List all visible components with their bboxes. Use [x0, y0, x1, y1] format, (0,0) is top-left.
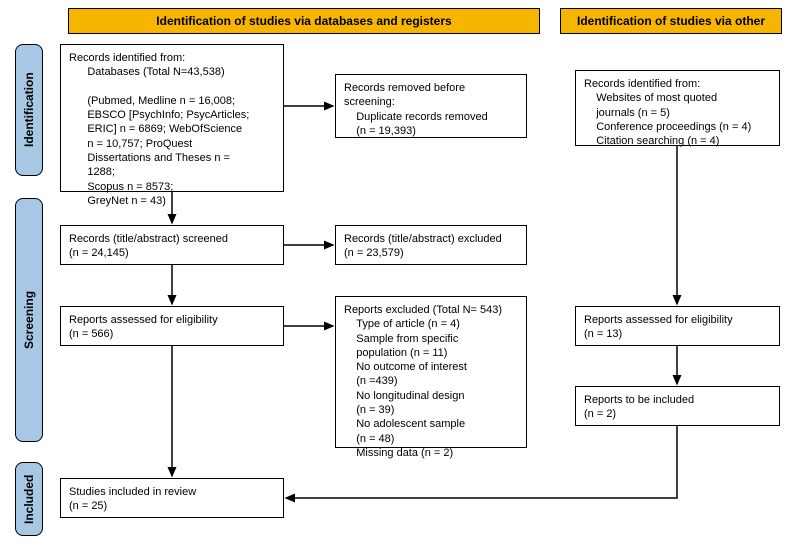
box-records-identified-other: Records identified from: Websites of mos… — [575, 70, 780, 146]
side-label-included: Included — [15, 462, 43, 536]
box-records-removed: Records removed before screening: Duplic… — [335, 74, 527, 138]
box-reports-excluded: Reports excluded (Total N= 543) Type of … — [335, 296, 527, 448]
side-label-screening: Screening — [15, 198, 43, 442]
side-label-screening-text: Screening — [22, 291, 36, 349]
box-reports-included-other: Reports to be included (n = 2) — [575, 386, 780, 426]
side-label-identification-text: Identification — [22, 73, 36, 148]
box-reports-assessed-db: Reports assessed for eligibility (n = 56… — [60, 306, 284, 346]
box-studies-included: Studies included in review (n = 25) — [60, 478, 284, 518]
header-other-text: Identification of studies via other — [577, 14, 765, 28]
box-records-excluded: Records (title/abstract) excluded (n = 2… — [335, 225, 527, 265]
header-databases: Identification of studies via databases … — [68, 8, 540, 34]
box-records-screened: Records (title/abstract) screened (n = 2… — [60, 225, 284, 265]
side-label-identification: Identification — [15, 44, 43, 176]
box-reports-assessed-other: Reports assessed for eligibility (n = 13… — [575, 306, 780, 346]
box-records-identified-db: Records identified from: Databases (Tota… — [60, 44, 284, 192]
header-databases-text: Identification of studies via databases … — [156, 14, 451, 28]
header-other: Identification of studies via other — [560, 8, 782, 34]
side-label-included-text: Included — [22, 474, 36, 523]
